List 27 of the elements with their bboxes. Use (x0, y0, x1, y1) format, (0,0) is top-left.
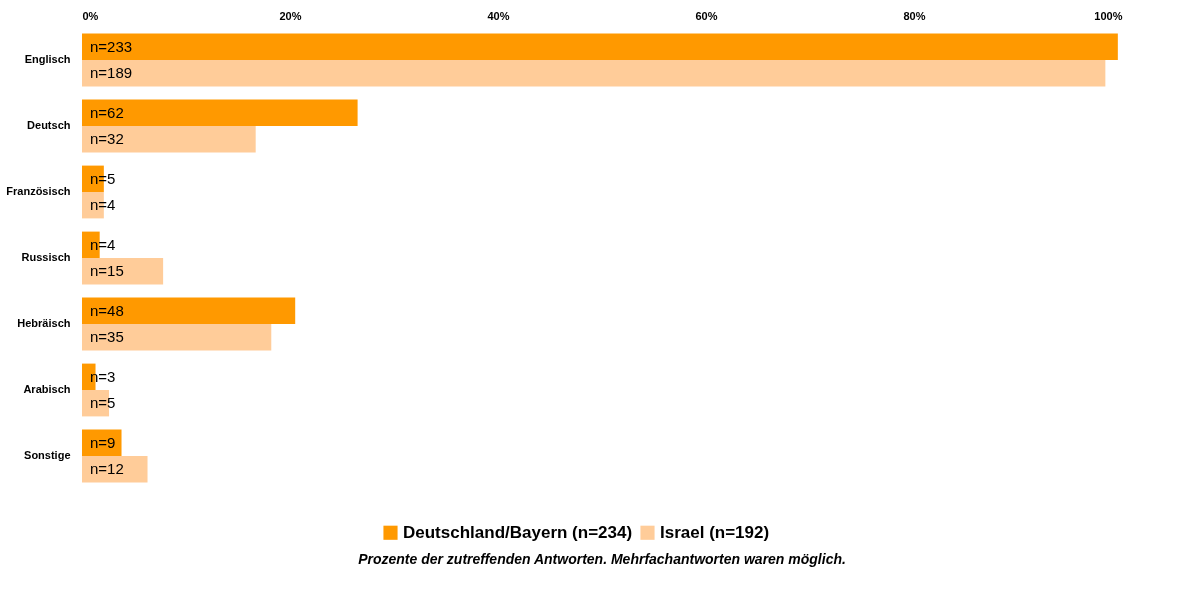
y-tick-label: Hebräisch (17, 317, 71, 329)
annotation: n=62 (90, 103, 124, 121)
y-tick-label: Englisch (24, 53, 71, 65)
x-tick-label: 40% (487, 9, 510, 22)
annotation: n=189 (90, 64, 133, 82)
x-tick-label: 60% (695, 9, 718, 22)
annotation: n=233 (90, 37, 133, 55)
x-tick-label: 80% (903, 9, 926, 22)
text: Prozente der zutreffenden Antworten. Mehrfachantworten waren möglich. (358, 551, 846, 567)
annotation: n=15 (90, 262, 124, 280)
x-tick-label: 20% (279, 9, 302, 22)
annotation: n=9 (90, 433, 116, 451)
annotation: n=5 (90, 394, 116, 412)
y-tick-label: Arabisch (23, 383, 71, 395)
annotation: n=4 (90, 196, 116, 214)
annotation: n=32 (90, 130, 124, 148)
y-tick-label: Sonstige (24, 449, 71, 461)
x-tick-label: 0% (82, 9, 99, 22)
y-tick-label: Französisch (6, 185, 71, 197)
annotation: n=35 (90, 328, 124, 346)
y-tick-label: Deutsch (27, 119, 71, 131)
x-tick-label: 100% (1094, 9, 1123, 22)
annotation: n=48 (90, 301, 124, 319)
annotation: n=12 (90, 460, 124, 478)
legend-label: Deutschland/Bayern (n=234) (403, 522, 633, 542)
legend-label: Israel (n=192) (660, 522, 770, 542)
y-tick-label: Russisch (21, 251, 71, 263)
